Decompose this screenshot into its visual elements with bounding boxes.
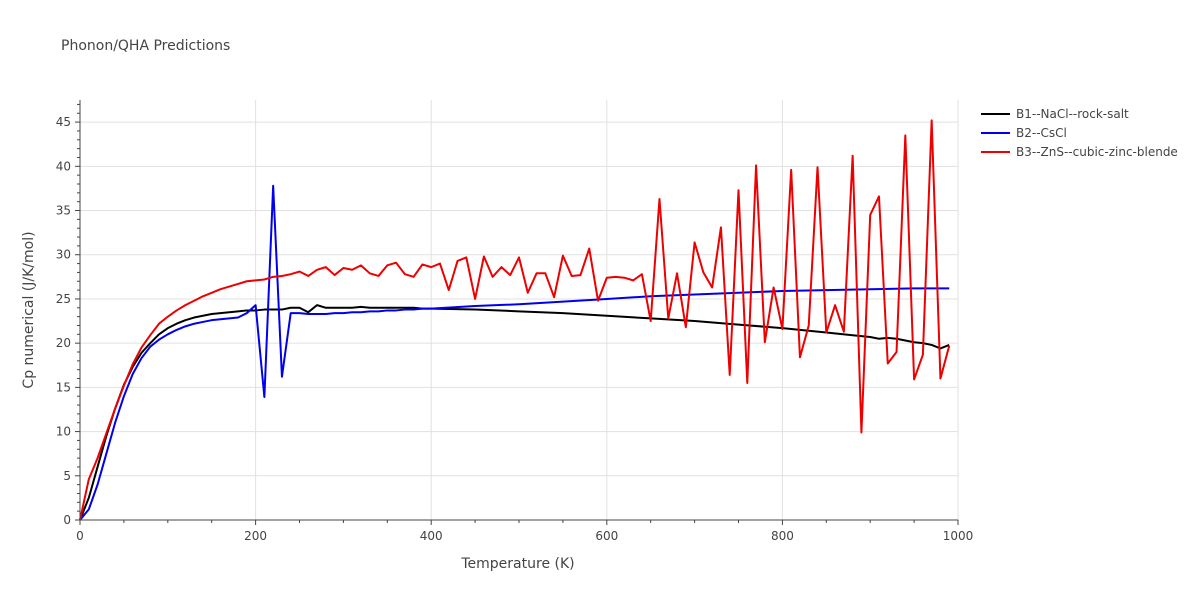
chart-title: Phonon/QHA Predictions (61, 38, 230, 54)
x-tick-label-5: 1000 (943, 529, 974, 543)
y-tick-label-8: 40 (56, 159, 71, 173)
x-axis-title: Temperature (K) (460, 556, 574, 572)
series-line-2 (79, 119, 951, 521)
y-tick-label-6: 30 (56, 248, 71, 262)
y-tick-label-1: 5 (63, 469, 71, 483)
y-tick-label-2: 10 (56, 425, 71, 439)
x-tick-label-0: 0 (76, 529, 84, 543)
legend[interactable]: B1--NaCl--rock-salt B2--CsCl B3--ZnS--cubi… (981, 107, 1178, 159)
x-tick-label-3: 600 (595, 529, 618, 543)
legend-label-2: B3--ZnS--cubic-zinc-blende (1016, 145, 1178, 159)
series-line-1 (79, 184, 950, 521)
y-tick-label-5: 25 (56, 292, 71, 306)
x-tick-label-2: 400 (420, 529, 443, 543)
series-lines (79, 119, 951, 521)
y-tick-label-0: 0 (63, 513, 71, 527)
y-axis-title: Cp numerical (J/K/mol) (21, 231, 37, 388)
y-tick-label-3: 15 (56, 380, 71, 394)
legend-item-0[interactable]: B1--NaCl--rock-salt (981, 107, 1129, 121)
legend-label-0: B1--NaCl--rock-salt (1016, 107, 1129, 121)
axes (75, 100, 959, 525)
y-tick-label-7: 35 (56, 204, 71, 218)
legend-item-1[interactable]: B2--CsCl (981, 126, 1067, 140)
y-tick-label-4: 20 (56, 336, 71, 350)
tick-labels: 0 200 400 600 800 1000 0 5 10 15 20 25 30 35 40 45 (56, 115, 974, 543)
legend-item-2[interactable]: B3--ZnS--cubic-zinc-blende (981, 145, 1178, 159)
y-tick-label-9: 45 (56, 115, 71, 129)
x-tick-label-1: 200 (244, 529, 267, 543)
x-tick-label-4: 800 (771, 529, 794, 543)
series-line-0 (79, 304, 950, 521)
legend-label-1: B2--CsCl (1016, 126, 1067, 140)
